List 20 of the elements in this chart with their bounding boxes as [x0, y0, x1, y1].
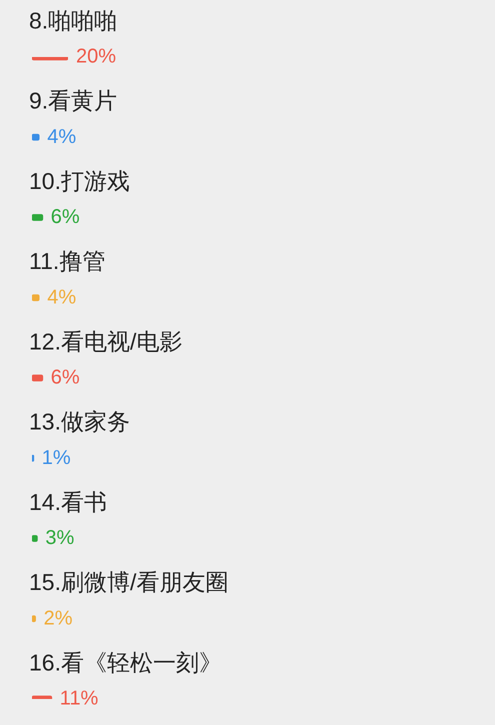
y-tick-label: 8.啪啪啪 [29, 7, 118, 34]
y-tick-label: 10.打游戏 [29, 168, 130, 194]
y-tick-label: 14.看书 [29, 488, 107, 515]
y-tick-label: 16.看《轻松一刻》 [29, 649, 222, 676]
data-label: 3% [45, 527, 75, 550]
y-tick-label: 11.撸管 [29, 248, 106, 274]
data-label: 1% [42, 446, 71, 469]
y-tick-label: 12.看电视/电影 [29, 328, 182, 354]
data-label: 4% [47, 286, 76, 308]
data-label: 6% [50, 206, 80, 228]
data-label: 2% [44, 607, 73, 630]
data-label: 4% [47, 126, 76, 148]
data-label: 6% [50, 366, 80, 389]
y-tick-label: 13.做家务 [29, 408, 130, 435]
y-tick-label: 9.看黄片 [29, 88, 118, 114]
data-label: 20% [76, 46, 116, 68]
y-tick-label: 15.刷微博/看朋友圈 [29, 569, 228, 596]
bar [32, 214, 44, 221]
data-label: 11% [60, 688, 99, 710]
bar [32, 374, 44, 382]
